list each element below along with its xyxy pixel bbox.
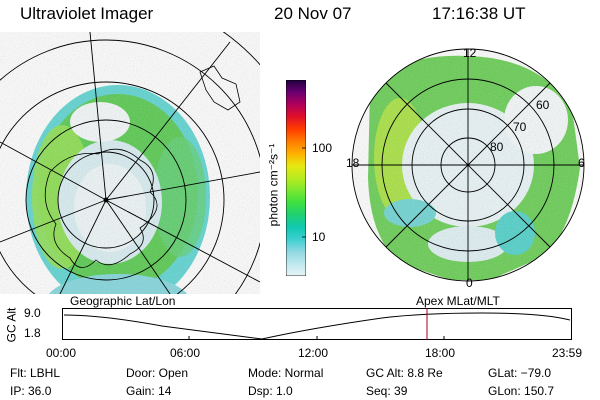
- glat-status: GLat: −79.0: [488, 366, 552, 380]
- mlt-label-0: 0: [466, 276, 473, 290]
- date-label: 20 Nov 07: [274, 4, 352, 23]
- lat-label-70: 70: [513, 120, 527, 134]
- lat-label-80: 80: [490, 140, 504, 154]
- mlt-label-12: 12: [463, 46, 477, 60]
- colorbar-tick-10: 10: [312, 230, 326, 244]
- geographic-label: Geographic Lat/Lon: [70, 294, 176, 308]
- gain-status: Gain: 14: [126, 384, 172, 398]
- timeline-y-axis-label: GC Alt: [4, 307, 19, 343]
- timeline-y-tick-9: 9.0: [24, 306, 41, 320]
- coastline: [44, 148, 158, 268]
- mlt-label-6: 6: [578, 156, 585, 170]
- timeline-tick-1200: 12:00: [298, 346, 329, 360]
- instrument-title: Ultraviolet Imager: [20, 4, 154, 23]
- dsp-status: Dsp: 1.0: [248, 384, 293, 398]
- colorbar-unit-label: photon cm⁻²s⁻¹: [266, 143, 281, 227]
- colorbar: [286, 80, 306, 276]
- mlt-label-18: 18: [346, 156, 360, 170]
- apex-label: Apex MLat/MLT: [416, 294, 500, 308]
- altitude-curve: [63, 312, 571, 340]
- time-label: 17:16:38 UT: [432, 4, 526, 23]
- colorbar-tick-100: 100: [312, 141, 333, 155]
- gc-alt-status: GC Alt: 8.8 Re: [366, 366, 443, 380]
- sequence-status: Seq: 39: [366, 384, 408, 398]
- timeline-y-tick-1.8: 1.8: [24, 326, 41, 340]
- ip-status: IP: 36.0: [10, 384, 52, 398]
- timeline-tick-2359: 23:59: [552, 346, 583, 360]
- lat-label-60: 60: [536, 98, 550, 112]
- door-status: Door: Open: [126, 366, 189, 380]
- timeline-tick-0000: 00:00: [46, 346, 77, 360]
- altitude-timeline: [62, 308, 572, 340]
- glon-status: GLon: 150.7: [488, 384, 555, 398]
- timeline-tick-1800: 18:00: [425, 346, 456, 360]
- filter-status: Flt: LBHL: [10, 366, 61, 380]
- timeline-tick-0600: 06:00: [170, 346, 201, 360]
- magnetic-polar-image: [351, 48, 585, 282]
- geographic-image: [0, 32, 260, 294]
- mode-status: Mode: Normal: [248, 366, 324, 380]
